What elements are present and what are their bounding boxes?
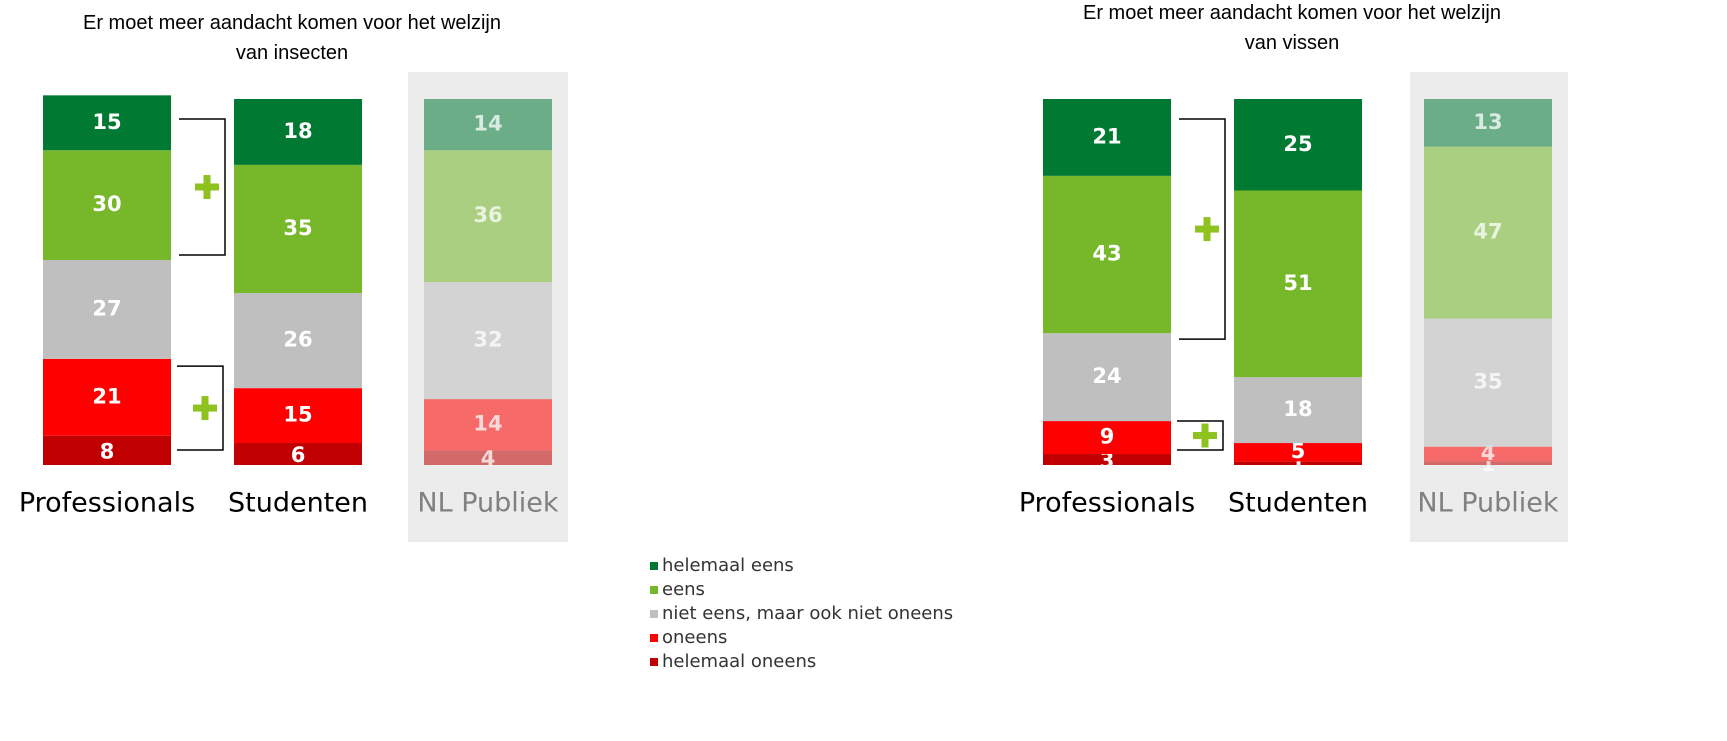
bar-segment: [1424, 318, 1552, 447]
bar-segment: [43, 435, 171, 465]
bar-segment: [1043, 454, 1171, 465]
bar-segment: [424, 150, 552, 282]
bar-segment: [1043, 421, 1171, 455]
x-tick-label: Studenten: [1228, 488, 1368, 519]
data-label: 14: [473, 112, 502, 136]
bar-segment: [1234, 377, 1362, 444]
bar-segment: [234, 99, 362, 165]
legend-label: helemaal oneens: [662, 651, 816, 672]
chart-title: Er moet meer aandacht komen voor het wel…: [83, 12, 501, 64]
bar-segment: [234, 292, 362, 389]
x-tick-label: Studenten: [228, 488, 368, 519]
bar-segment: [43, 95, 171, 151]
plus: [1201, 423, 1209, 448]
bar-segment: [424, 282, 552, 400]
data-label: 21: [1092, 124, 1121, 148]
data-label: 13: [1473, 110, 1502, 134]
x-tick-label: NL Publiek: [417, 488, 558, 519]
plus: [201, 396, 209, 421]
data-label: 8: [100, 439, 115, 463]
data-label: 5: [1291, 439, 1306, 463]
data-label: 35: [1473, 370, 1502, 394]
legend-swatch: [650, 658, 658, 666]
bar-segment: [424, 450, 552, 465]
bracket: [177, 365, 224, 451]
data-label: 30: [92, 192, 121, 216]
plus: [1203, 217, 1211, 242]
legend-swatch: [650, 562, 658, 570]
bar-segment: [43, 358, 171, 436]
bar-segment: [424, 399, 552, 451]
x-tick-label: Professionals: [1019, 488, 1195, 519]
bracket: [1177, 420, 1224, 451]
data-label: 47: [1473, 220, 1502, 244]
plus: [203, 174, 211, 199]
data-label: 24: [1092, 364, 1121, 388]
data-label: 27: [92, 296, 121, 320]
data-label: 9: [1100, 425, 1115, 449]
legend-swatch: [650, 610, 658, 618]
bar-segment: [1424, 446, 1552, 462]
legend-label: helemaal eens: [662, 555, 794, 576]
data-label: 15: [283, 403, 312, 427]
bracket: [1179, 118, 1226, 340]
legend-swatch: [650, 634, 658, 642]
data-label: 51: [1283, 271, 1312, 295]
data-label: 43: [1092, 242, 1121, 266]
data-label: 35: [283, 216, 312, 240]
bar-segment: [234, 443, 362, 465]
bar-segment: [424, 99, 552, 151]
data-label: 21: [92, 384, 121, 408]
bar-segment: [1424, 146, 1552, 319]
data-label: 25: [1283, 132, 1312, 156]
bar-segment: [1234, 461, 1362, 465]
chart-title: Er moet meer aandacht komen voor het wel…: [1083, 2, 1501, 54]
data-label: 6: [291, 443, 306, 467]
data-label: 15: [92, 110, 121, 134]
bar-segment: [43, 260, 171, 359]
data-label: 36: [473, 203, 502, 227]
bracket: [179, 118, 226, 256]
legend-swatch: [650, 586, 658, 594]
data-label: 32: [473, 328, 502, 352]
legend-label: niet eens, maar ook niet oneens: [662, 603, 953, 624]
x-tick-label: Professionals: [19, 488, 195, 519]
bar-segment: [234, 388, 362, 444]
bar-segment: [1424, 461, 1552, 465]
bar-segment: [1234, 190, 1362, 378]
data-label: 18: [283, 119, 312, 143]
bar-segment: [1043, 99, 1171, 176]
data-label: 4: [1481, 441, 1496, 465]
bar-segment: [1234, 99, 1362, 191]
bar-segment: [1234, 443, 1362, 462]
bar-segment: [234, 164, 362, 293]
legend-label: eens: [662, 579, 705, 600]
data-label: 26: [283, 328, 312, 352]
bar-segment: [1424, 99, 1552, 147]
x-tick-label: NL Publiek: [1417, 488, 1558, 519]
data-label: 3: [1100, 449, 1115, 473]
bar-segment: [43, 150, 171, 261]
data-label: 18: [1283, 397, 1312, 421]
legend-label: oneens: [662, 627, 727, 648]
data-label: 4: [481, 447, 496, 471]
bar-segment: [1043, 333, 1171, 422]
bar-segment: [1043, 175, 1171, 334]
data-label: 14: [473, 412, 502, 436]
